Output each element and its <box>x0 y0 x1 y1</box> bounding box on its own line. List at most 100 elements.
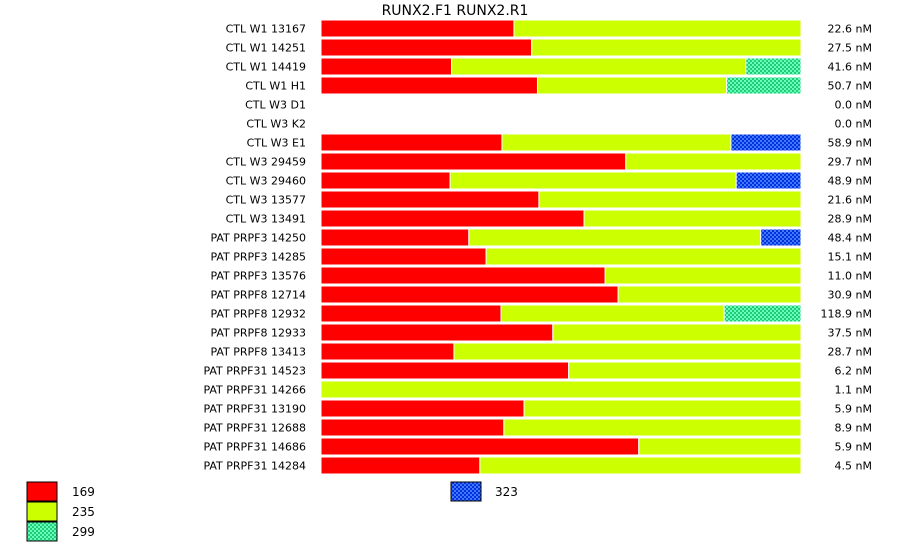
bar-segment-235 <box>503 418 802 437</box>
bar-segment-235 <box>552 323 802 342</box>
row-label: PAT PRPF31 14523 <box>203 365 306 378</box>
bar-segment-235 <box>485 247 802 266</box>
row-total: 118.9 nM <box>821 308 872 321</box>
row-label: CTL W1 14419 <box>226 61 306 74</box>
legend-label-323: 323 <box>495 485 518 499</box>
chart-title: RUNX2.F1 RUNX2.R1 <box>382 3 529 19</box>
bar-segment-235 <box>604 266 802 285</box>
bar-segment-235 <box>568 361 802 380</box>
row-total: 0.0 nM <box>835 99 872 112</box>
bar-segment-299 <box>723 304 802 323</box>
bar-segment-323 <box>735 171 802 190</box>
row-total: 28.9 nM <box>828 213 872 226</box>
bar-segment-235 <box>625 152 802 171</box>
row-label: PAT PRPF3 14250 <box>210 232 306 245</box>
row-label: PAT PRPF3 13576 <box>210 270 306 283</box>
row-total: 21.6 nM <box>828 194 872 207</box>
bar-segment-235 <box>479 456 802 475</box>
row-label: PAT PRPF31 14266 <box>203 384 306 397</box>
bar-segment-169 <box>320 247 487 266</box>
legend: 169 235 299 323 <box>26 481 518 542</box>
bar-segment-235 <box>513 19 802 38</box>
row-label: CTL W3 29460 <box>226 175 306 188</box>
row-total: 50.7 nM <box>828 80 872 93</box>
bar-segment-235 <box>538 190 802 209</box>
row-total: 15.1 nM <box>828 251 872 264</box>
row-total: 28.7 nM <box>828 346 872 359</box>
bar-segment-235 <box>449 171 737 190</box>
row-label: CTL W1 H1 <box>245 80 306 93</box>
row-total: 1.1 nM <box>835 384 872 397</box>
row-label: CTL W3 K2 <box>246 118 306 131</box>
row-label: PAT PRPF31 14284 <box>203 460 306 473</box>
legend-swatch-299 <box>26 521 58 542</box>
bar-segment-235 <box>531 38 802 57</box>
bar-segment-235 <box>638 437 802 456</box>
bar-segment-235 <box>583 209 802 228</box>
row-label: PAT PRPF8 12933 <box>210 327 306 340</box>
row-total: 58.9 nM <box>828 137 872 150</box>
bar-segment-235 <box>523 399 802 418</box>
row-total: 29.7 nM <box>828 156 872 169</box>
bar-segment-169 <box>320 19 515 38</box>
bar-segment-169 <box>320 304 502 323</box>
bar-segment-235 <box>451 57 747 76</box>
legend-swatch-235 <box>26 501 58 522</box>
bar-segment-169 <box>320 209 585 228</box>
row-label: CTL W3 D1 <box>245 99 306 112</box>
row-total: 5.9 nM <box>835 441 872 454</box>
row-label: PAT PRPF8 12932 <box>210 308 306 321</box>
row-label: PAT PRPF31 13190 <box>203 403 306 416</box>
bar-segment-235 <box>320 380 802 399</box>
row-label: CTL W3 13491 <box>226 213 306 226</box>
legend-swatch-323 <box>450 481 482 502</box>
row-label: PAT PRPF31 14686 <box>203 441 306 454</box>
bar-segment-323 <box>730 133 802 152</box>
row-total: 30.9 nM <box>828 289 872 302</box>
row-total: 8.9 nM <box>835 422 872 435</box>
chart-rows: CTL W1 13167 22.6 nM CTL W1 14251 27.5 nM CT… <box>203 19 872 475</box>
row-total: 48.4 nM <box>828 232 872 245</box>
bar-segment-169 <box>320 171 451 190</box>
row-total: 37.5 nM <box>828 327 872 340</box>
bar-segment-169 <box>320 57 453 76</box>
bar-segment-235 <box>468 228 762 247</box>
row-label: PAT PRPF31 12688 <box>203 422 306 435</box>
row-total: 0.0 nM <box>835 118 872 131</box>
bar-segment-169 <box>320 323 554 342</box>
bar-segment-169 <box>320 266 606 285</box>
bar-segment-169 <box>320 399 525 418</box>
row-label: CTL W3 13577 <box>226 194 306 207</box>
row-total: 6.2 nM <box>835 365 872 378</box>
bar-segment-299 <box>726 76 802 95</box>
bar-segment-169 <box>320 456 481 475</box>
row-total: 11.0 nM <box>828 270 872 283</box>
row-total: 5.9 nM <box>835 403 872 416</box>
legend-label-299: 299 <box>72 525 95 539</box>
row-total: 41.6 nM <box>828 61 872 74</box>
bar-segment-323 <box>760 228 802 247</box>
bar-segment-169 <box>320 38 533 57</box>
bar-segment-235 <box>617 285 802 304</box>
row-total: 48.9 nM <box>828 175 872 188</box>
legend-label-235: 235 <box>72 505 95 519</box>
legend-label-169: 169 <box>72 485 95 499</box>
bar-segment-169 <box>320 228 470 247</box>
bar-segment-169 <box>320 152 627 171</box>
bar-segment-169 <box>320 76 538 95</box>
row-label: CTL W3 29459 <box>226 156 306 169</box>
row-total: 22.6 nM <box>828 23 872 36</box>
bar-segment-235 <box>500 304 725 323</box>
bar-segment-169 <box>320 418 505 437</box>
bar-segment-169 <box>320 342 455 361</box>
row-label: PAT PRPF8 12714 <box>210 289 306 302</box>
bar-segment-235 <box>536 76 728 95</box>
row-label: CTL W1 14251 <box>226 42 306 55</box>
bar-segment-169 <box>320 190 540 209</box>
bar-segment-169 <box>320 437 640 456</box>
bar-segment-235 <box>453 342 802 361</box>
bar-segment-299 <box>745 57 802 76</box>
bar-segment-169 <box>320 133 503 152</box>
legend-swatch-169 <box>26 481 58 502</box>
